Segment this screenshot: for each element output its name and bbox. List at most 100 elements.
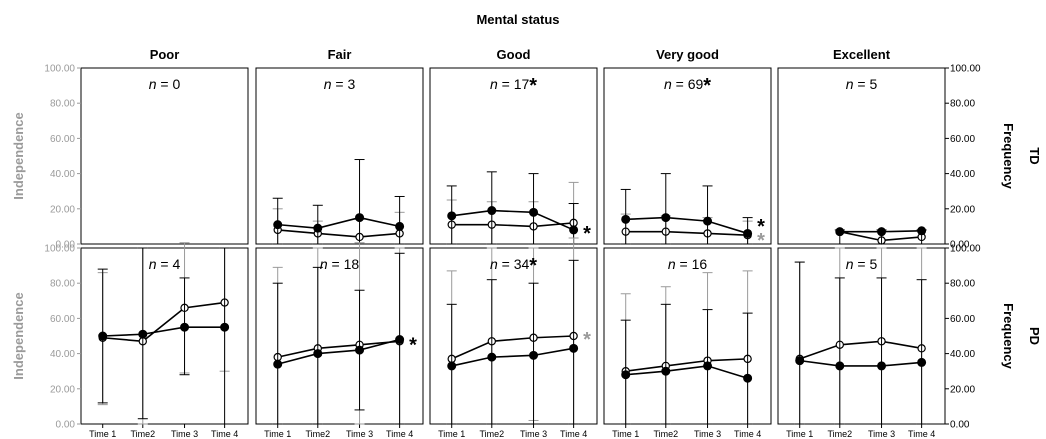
n-label: n = 18 — [320, 256, 360, 272]
frequency-line — [625, 230, 748, 236]
frequency-line — [451, 335, 574, 360]
independence-point — [313, 349, 323, 359]
chart-title: Mental status — [476, 12, 559, 27]
n-label: n = 17* — [490, 75, 537, 97]
n-label: n = 16 — [668, 256, 708, 272]
independence-point — [743, 373, 753, 383]
independence-line — [451, 209, 574, 231]
panel-frame — [777, 247, 946, 425]
significance-star: * — [757, 216, 765, 238]
x-tick-label: Time2 — [479, 429, 504, 439]
y-tick-label-left: 100.00 — [44, 64, 75, 75]
n-label: n = 3 — [324, 76, 356, 92]
column-header: Excellent — [833, 47, 891, 62]
x-tick-label: Time2 — [130, 429, 155, 439]
independence-point — [355, 345, 365, 355]
n-label: n = 69* — [664, 75, 711, 97]
independence-point — [273, 359, 283, 369]
chart-labels: Poor Fair Good Very good Excellent 0.00 0.00 20… — [11, 47, 1042, 439]
n-label: n = 5 — [846, 256, 878, 272]
x-tick-label: Time 1 — [612, 429, 639, 439]
column-header: Poor — [150, 47, 180, 62]
y-axis-title-right: Frequency — [1001, 303, 1016, 370]
y-tick-label-right: 100.00 — [950, 64, 981, 75]
x-tick-label: Time 3 — [346, 429, 373, 439]
frequency-line — [799, 340, 922, 360]
panel-frame — [777, 67, 946, 245]
n-label: n = 0 — [149, 76, 181, 92]
y-axis-title-left: Independence — [11, 292, 26, 379]
x-tick-label: Time 4 — [386, 429, 413, 439]
independence-point — [703, 361, 713, 371]
independence-line — [799, 359, 922, 367]
x-tick-label: Time 1 — [264, 429, 291, 439]
x-tick-label: Time 4 — [560, 429, 587, 439]
row-label: PD — [1027, 327, 1042, 345]
y-tick-label-right: 80.00 — [950, 99, 975, 110]
independence-point — [273, 220, 283, 230]
y-tick-label-left: 100.00 — [44, 244, 75, 255]
y-tick-label-left: 80.00 — [50, 99, 75, 110]
x-tick-label: Time 3 — [868, 429, 895, 439]
independence-point — [487, 206, 497, 216]
independence-point — [703, 216, 713, 226]
x-tick-label: Time 1 — [89, 429, 116, 439]
panel-frame — [603, 67, 772, 245]
independence-point — [569, 225, 579, 235]
independence-line — [277, 216, 400, 229]
independence-point — [447, 211, 457, 221]
plot-data — [97, 159, 927, 425]
x-tick-label: Time 1 — [786, 429, 813, 439]
independence-point — [621, 370, 631, 380]
independence-point — [395, 335, 405, 345]
independence-point — [313, 223, 323, 233]
independence-point — [138, 329, 148, 339]
column-header: Good — [497, 47, 531, 62]
independence-point — [447, 361, 457, 371]
x-tick-label: Time2 — [827, 429, 852, 439]
independence-point — [835, 361, 845, 371]
independence-point — [487, 352, 497, 362]
frequency-line — [277, 229, 400, 238]
independence-point — [180, 322, 190, 332]
y-axis-title-right: Frequency — [1001, 123, 1016, 190]
y-tick-label-left: 40.00 — [50, 169, 75, 180]
x-tick-label: Time2 — [653, 429, 678, 439]
n-label: n = 4 — [149, 256, 181, 272]
y-tick-label-left: 60.00 — [50, 134, 75, 145]
column-header: Very good — [656, 47, 719, 62]
significance-star: * — [409, 334, 417, 356]
frequency-line — [277, 340, 400, 358]
y-tick-label-left: 80.00 — [50, 279, 75, 290]
y-tick-label-right: 40.00 — [950, 349, 975, 360]
independence-point — [529, 350, 539, 360]
significance-star: * — [757, 230, 765, 252]
y-tick-label-left: 0.00 — [56, 240, 76, 251]
independence-point — [795, 356, 805, 366]
independence-point — [569, 343, 579, 353]
frequency-line — [102, 301, 225, 343]
independence-line — [277, 338, 400, 365]
panel-frame — [429, 67, 598, 245]
independence-point — [661, 366, 671, 376]
row-label: TD — [1027, 147, 1042, 164]
independence-point — [877, 361, 887, 371]
independence-line — [451, 347, 574, 367]
y-tick-label-right: 80.00 — [950, 279, 975, 290]
panel-frame — [603, 247, 772, 425]
y-tick-label-left: 40.00 — [50, 349, 75, 360]
significance-star: * — [583, 223, 591, 245]
independence-point — [835, 227, 845, 237]
independence-point — [917, 357, 927, 367]
independence-point — [98, 331, 108, 341]
x-tick-label: Time 3 — [694, 429, 721, 439]
y-tick-label-left: 60.00 — [50, 314, 75, 325]
panel-frame — [80, 247, 249, 425]
independence-point — [220, 322, 230, 332]
y-tick-label-right: 20.00 — [950, 384, 975, 395]
panel-frame — [255, 67, 424, 245]
x-tick-label: Time 4 — [211, 429, 238, 439]
y-tick-label-right: 40.00 — [950, 169, 975, 180]
x-tick-label: Time 4 — [734, 429, 761, 439]
